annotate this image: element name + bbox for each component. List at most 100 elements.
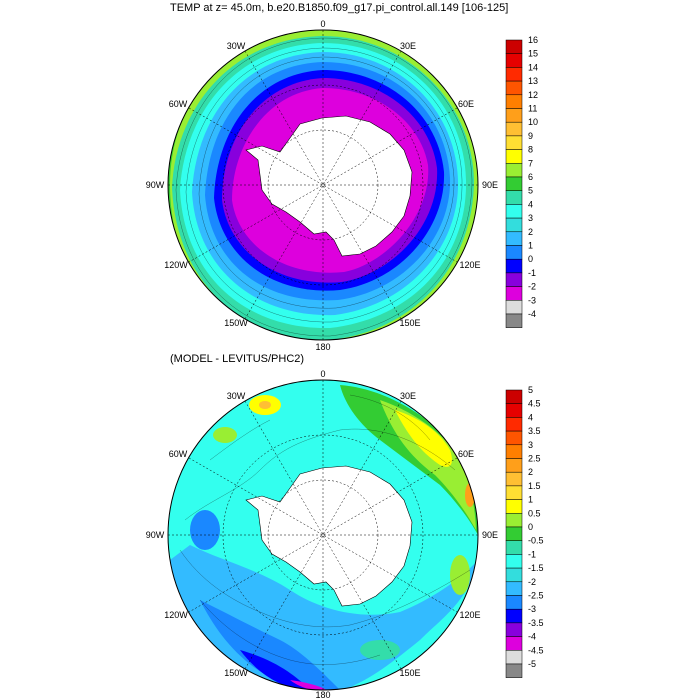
bottom-panel-title: (MODEL - LEVITUS/PHC2): [170, 353, 305, 365]
bottom-colorbar-box: [505, 389, 523, 404]
bottom-colorbar-label: 2.5: [528, 454, 541, 464]
bottom-colorbar-box: [505, 403, 523, 418]
top-colorbar-box: [505, 121, 523, 137]
top-colorbar-label: 3: [528, 213, 533, 223]
bottom-lon-label: 150E: [399, 668, 420, 678]
top-colorbar-box: [505, 245, 523, 260]
top-colorbar-box: [505, 286, 523, 301]
bottom-colorbar-box: [505, 471, 523, 487]
bottom-polar-map: 0 30E 60E 90E 120E 150E 180 150W 120W 90…: [146, 369, 498, 700]
top-colorbar-label: -3: [528, 295, 536, 305]
top-colorbar-box: [505, 313, 523, 328]
top-colorbar-label: 6: [528, 172, 533, 182]
bottom-colorbar-label: 4.5: [528, 399, 541, 409]
top-lon-label: 120W: [164, 260, 188, 270]
bottom-colorbar-box: [505, 622, 523, 637]
top-colorbar-box: [505, 163, 523, 178]
top-colorbar-box: [505, 190, 523, 205]
bottom-region-green: [340, 385, 478, 535]
top-lon-label: 120E: [459, 260, 480, 270]
top-colorbar-box: [505, 176, 523, 191]
top-colorbar-label: 11: [528, 104, 537, 114]
top-colorbar-box: [505, 204, 523, 219]
top-colorbar-label: 4: [528, 199, 533, 209]
bottom-region-green-southeast: [450, 555, 470, 595]
bottom-colorbar-label: -4.5: [528, 645, 544, 655]
bottom-region-blue: [200, 600, 340, 690]
top-colorbar-label: 10: [528, 117, 538, 127]
bottom-colorbar-box: [505, 430, 523, 446]
top-colorbar-label: -1: [528, 268, 536, 278]
bottom-colorbar-label: -3.5: [528, 618, 544, 628]
bottom-lon-label: 180: [315, 690, 330, 700]
top-colorbar-label: 15: [528, 49, 538, 59]
bottom-lon-label: 90E: [482, 530, 498, 540]
top-colorbar-box: [505, 94, 523, 109]
top-colorbar-box: [505, 217, 523, 233]
top-colorbar-label: 7: [528, 158, 533, 168]
bottom-colorbar-label: -0.5: [528, 536, 544, 546]
top-colorbar-box: [505, 272, 523, 287]
bottom-region-orange-west: [259, 401, 271, 409]
top-lon-label: 150E: [399, 318, 420, 328]
top-antarctica: [245, 115, 413, 257]
bottom-colorbar-label: 3.5: [528, 426, 541, 436]
bottom-lon-label: 60W: [169, 449, 188, 459]
top-colorbar-box: [505, 300, 523, 315]
bottom-colorbar-box: [505, 513, 523, 528]
bottom-colorbar: 5 4.5 4 3.5 3 2.5 2 1.5 1 0.5 0 -0.5 -1 -1.5 -2 -2.5 -3 -…: [505, 385, 544, 678]
top-lon-label: 30W: [227, 41, 246, 51]
bottom-region-green-west: [213, 427, 237, 443]
bottom-lon-label: 60E: [458, 449, 474, 459]
top-lon-label: 180: [315, 342, 330, 352]
bottom-region-magenta: [290, 680, 330, 690]
top-colorbar-box: [505, 135, 523, 150]
bottom-colorbar-label: 5: [528, 385, 533, 395]
top-lon-label: 90W: [146, 180, 165, 190]
bottom-colorbar-box: [505, 485, 523, 500]
top-colorbar-label: 12: [528, 90, 538, 100]
bottom-colorbar-label: 1: [528, 495, 533, 505]
bottom-region-darkblue: [240, 650, 310, 690]
bottom-colorbar-box: [505, 581, 523, 596]
bottom-colorbar-box: [505, 458, 523, 473]
bottom-colorbar-box: [505, 499, 523, 514]
top-colorbar-label: 0: [528, 254, 533, 264]
top-polar-map: 0 30E 60E 90E 120E 150E 180 150W 120W 90…: [146, 19, 498, 352]
top-colorbar-box: [505, 149, 523, 164]
top-colorbar-box: [505, 39, 523, 54]
bottom-lon-label: 0: [320, 369, 325, 379]
top-colorbar-box: [505, 67, 523, 82]
top-colorbar-label: 2: [528, 227, 533, 237]
top-colorbar-box: [505, 108, 523, 123]
bottom-colorbar-label: -4: [528, 632, 536, 642]
top-colorbar-box: [505, 53, 523, 68]
top-lon-label: 90E: [482, 180, 498, 190]
top-colorbar-label: 5: [528, 186, 533, 196]
bottom-colorbar-label: 4: [528, 412, 533, 422]
bottom-colorbar-box: [505, 595, 523, 610]
bottom-lon-label: 120W: [164, 610, 188, 620]
bottom-colorbar-label: -3: [528, 604, 536, 614]
bottom-lon-label: 30E: [400, 391, 416, 401]
bottom-colorbar-label: 0.5: [528, 508, 541, 518]
bottom-region-yellow: [395, 410, 452, 467]
bottom-colorbar-label: 2: [528, 467, 533, 477]
bottom-lon-label: 120E: [459, 610, 480, 620]
top-colorbar-label: 14: [528, 62, 538, 72]
bottom-colorbar-label: -1.5: [528, 563, 544, 573]
top-colorbar-label: 9: [528, 131, 533, 141]
bottom-colorbar-box: [505, 608, 523, 624]
bottom-colorbar-label: -1: [528, 549, 536, 559]
top-colorbar-label: 1: [528, 241, 533, 251]
top-colorbar-label: 16: [528, 35, 538, 45]
bottom-antarctica: [245, 465, 413, 607]
top-lon-label: 60W: [169, 99, 188, 109]
bottom-colorbar-label: 3: [528, 440, 533, 450]
bottom-colorbar-box: [505, 650, 523, 665]
bottom-colorbar-label: -2: [528, 577, 536, 587]
bottom-colorbar-box: [505, 417, 523, 432]
top-colorbar-label: 8: [528, 145, 533, 155]
top-colorbar-box: [505, 80, 523, 96]
